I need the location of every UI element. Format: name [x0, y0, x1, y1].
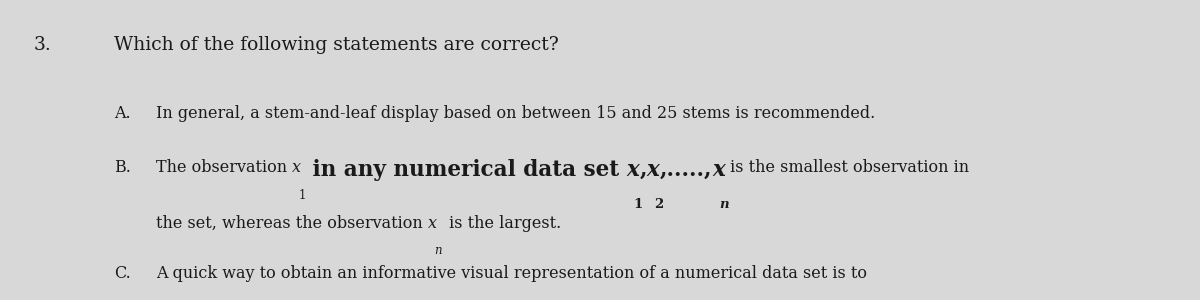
- Text: x: x: [713, 159, 725, 181]
- Text: the set, whereas the observation: the set, whereas the observation: [156, 214, 428, 232]
- Text: is the smallest observation in: is the smallest observation in: [725, 159, 970, 176]
- Text: x: x: [428, 214, 437, 232]
- Text: x: x: [293, 159, 301, 176]
- Text: A.: A.: [114, 105, 131, 122]
- Text: A quick way to obtain an informative visual representation of a numerical data s: A quick way to obtain an informative vis…: [156, 266, 866, 283]
- Text: is the largest.: is the largest.: [444, 214, 562, 232]
- Text: x: x: [626, 159, 640, 181]
- Text: ,.....,: ,.....,: [660, 159, 713, 181]
- Text: n: n: [720, 198, 730, 211]
- Text: 1: 1: [299, 189, 306, 202]
- Text: B.: B.: [114, 159, 131, 176]
- Text: C.: C.: [114, 266, 131, 283]
- Text: ,: ,: [640, 159, 647, 181]
- Text: x: x: [647, 159, 660, 181]
- Text: n: n: [434, 244, 442, 257]
- Text: 2: 2: [654, 198, 664, 211]
- Text: in any numerical data set: in any numerical data set: [305, 159, 626, 181]
- Text: The observation: The observation: [156, 159, 293, 176]
- Text: Which of the following statements are correct?: Which of the following statements are co…: [114, 36, 559, 54]
- Text: In general, a stem-and-leaf display based on between 15 and 25 stems is recommen: In general, a stem-and-leaf display base…: [156, 105, 875, 122]
- Text: 3.: 3.: [34, 36, 52, 54]
- Text: 1: 1: [634, 198, 643, 211]
